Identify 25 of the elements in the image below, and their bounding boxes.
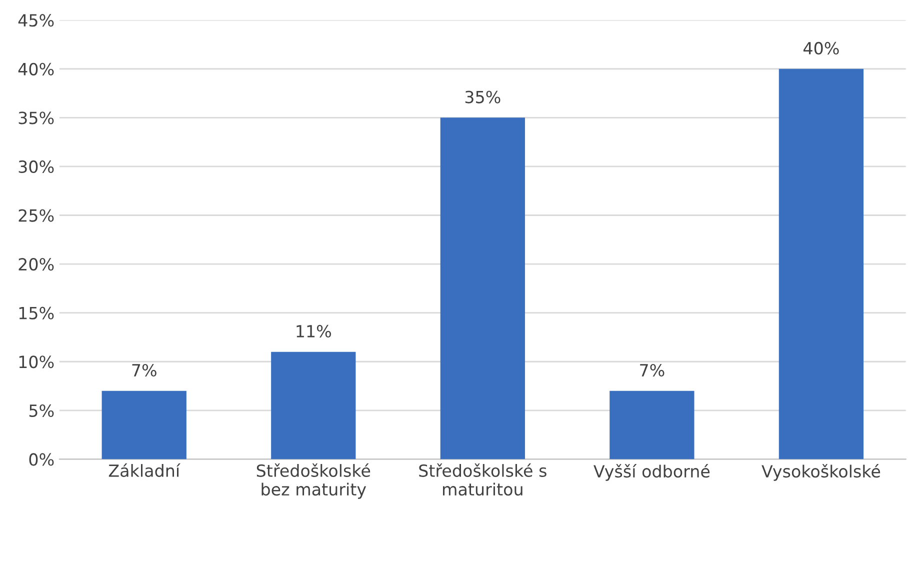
y-tick-label: 5% bbox=[29, 404, 54, 417]
y-tick-label: 20% bbox=[18, 258, 54, 271]
bar bbox=[610, 390, 694, 460]
bar bbox=[778, 68, 864, 460]
bar bbox=[440, 118, 525, 460]
y-tick-label: 0% bbox=[29, 453, 54, 466]
x-tick-label: Základní bbox=[108, 463, 180, 477]
y-tick-label: 35% bbox=[18, 112, 54, 124]
y-tick-label: 25% bbox=[18, 209, 54, 222]
data-label: 11% bbox=[296, 324, 331, 338]
data-label: 35% bbox=[465, 90, 500, 104]
y-tick-label: 40% bbox=[18, 62, 54, 76]
bar bbox=[102, 390, 186, 460]
bar bbox=[271, 352, 356, 460]
y-tick-label: 30% bbox=[18, 160, 54, 174]
data-label: 7% bbox=[640, 364, 664, 377]
y-tick-label: 10% bbox=[19, 356, 54, 368]
x-tick-label: Středoškolské bez maturity bbox=[256, 463, 370, 499]
y-tick-label: 15% bbox=[19, 306, 54, 320]
x-tick-label: Vysokoškolské bbox=[762, 464, 880, 481]
y-tick-label: 45% bbox=[18, 14, 54, 27]
data-label: 7% bbox=[132, 364, 156, 377]
data-label: 40% bbox=[804, 42, 839, 55]
x-tick-label: Vyšší odborné bbox=[594, 464, 710, 481]
x-tick-label: Středoškolské s maturitou bbox=[419, 463, 546, 496]
